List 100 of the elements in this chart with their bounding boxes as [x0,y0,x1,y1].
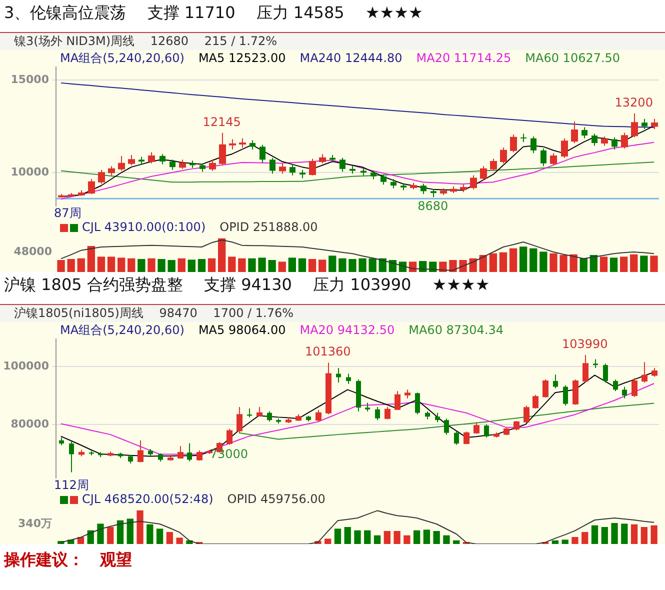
candlestick [69,441,74,473]
bar [324,538,332,544]
series-label: OPID 459756.00 [227,492,326,506]
y-tick-label: 100000 [3,359,50,372]
candlestick [160,154,166,165]
bar [509,248,518,272]
bar [298,258,306,272]
bar [208,258,216,272]
bar [580,258,588,272]
bar [650,525,658,544]
bar [610,258,618,272]
bar [334,528,342,544]
bar [630,254,638,272]
candlestick [187,442,192,462]
bar [469,258,477,272]
bar [459,260,467,272]
bar [552,540,559,544]
bar [499,252,508,272]
bar [248,258,256,272]
text: MA60 87304.34 [408,323,504,338]
candlestick [520,133,526,143]
bar [408,262,417,272]
annotation: 101360 [304,344,351,359]
text: MA5 12523.00 [198,51,286,66]
bar [128,258,136,272]
bar [166,532,174,544]
bar [443,535,450,544]
text: MA5 98064.00 [198,323,286,338]
series-label: OPID 251888.00 [220,220,318,234]
candlestick [260,144,266,163]
bar [158,259,166,272]
candlestick [250,140,256,150]
bar [136,510,144,544]
candlestick [613,379,618,392]
bar [67,259,75,272]
bar [77,258,85,272]
bar [620,256,628,272]
candlestick [290,164,296,176]
bar [348,259,356,272]
annotation: 8680 [418,199,448,214]
chart-subtitle: 沪镍1805(ni1805)周线 98470 1700 / 1.76% [0,304,665,322]
bar [117,258,126,272]
bar [344,527,351,544]
candlestick [270,157,276,174]
bar [148,258,156,272]
candlestick [380,174,386,186]
bar [238,258,246,272]
bar [57,260,65,272]
legend-title: MA组合(5,240,20,60) [60,323,184,338]
chart-subtitle: 镍3(场外 NID3M)周线 12680 215 / 1.72% [0,32,665,50]
candlestick [582,126,588,139]
bar [176,538,183,544]
bar [338,258,346,272]
bar [413,530,420,544]
chart-title: 3、伦镍高位震荡 支撑 11710 压力 14585 ★★★★ [3,2,424,24]
candlestick [592,133,598,146]
candlestick [435,412,440,423]
bar [354,530,361,544]
bar [228,256,236,272]
bar [429,262,437,272]
bar [384,531,390,544]
candlestick [612,136,618,150]
bar [600,256,608,272]
bar [572,537,578,544]
bar [601,527,608,544]
bar [178,258,186,272]
text: MA60 10627.50 [525,51,620,66]
bar [489,253,498,272]
bar [560,255,568,272]
bar [582,532,588,544]
text: 87周 [54,206,82,220]
bar [258,258,266,272]
text: 340万 [18,517,52,530]
bar [394,531,400,544]
bar [640,256,648,272]
text: MA20 11714.25 [416,51,512,66]
bar [218,238,226,272]
text: 48000 [14,245,52,258]
candlestick [340,157,346,172]
annotation: 13200 [614,95,653,110]
candlestick [420,183,426,194]
bar [611,523,618,544]
text: 操作建议： 观望 [2,549,133,571]
candlestick [415,392,420,415]
bar [107,256,116,272]
text: MA240 12444.80 [300,51,402,66]
legend-label: CJL 468520.00(52:48) [82,492,214,506]
bar [188,260,196,272]
bar [621,524,628,544]
bar [630,524,638,544]
bar [278,262,286,272]
candlestick [603,363,608,383]
bar [433,531,440,544]
bar [268,260,276,272]
bar [288,258,296,272]
candlestick [375,406,380,421]
annotation: 103990 [562,337,608,352]
bar [591,525,598,544]
bar [550,253,558,272]
bar [590,255,598,272]
